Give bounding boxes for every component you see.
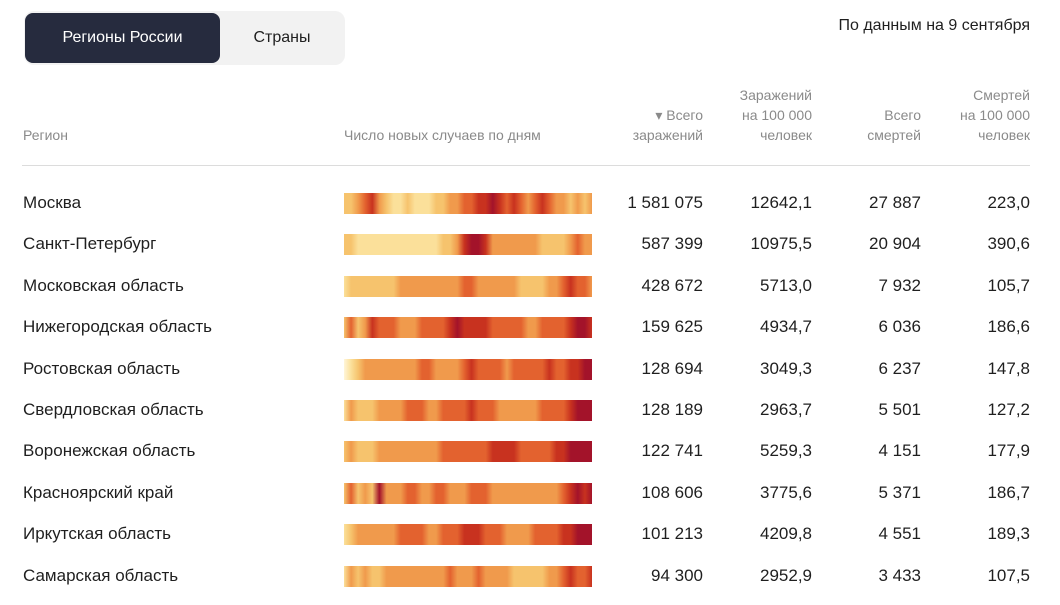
header-total-cases-l1: Всего — [666, 107, 703, 123]
total-deaths-value: 7 932 — [878, 275, 921, 295]
region-name: Воронежская область — [23, 441, 196, 461]
deaths-per-100k-value: 390,6 — [987, 234, 1030, 254]
region-name: Санкт-Петербург — [23, 234, 157, 254]
deaths-per-100k-value: 177,9 — [987, 441, 1030, 461]
header-cases-per-100k[interactable]: Заражений на 100 000 человек — [700, 85, 812, 145]
total-deaths-value: 20 904 — [869, 234, 921, 254]
cases-per-100k-value: 5713,0 — [760, 275, 812, 295]
region-name: Свердловская область — [23, 400, 204, 419]
header-deaths-per-100k-l3: человек — [978, 127, 1030, 143]
total-deaths-value: 5 501 — [878, 400, 921, 419]
total-cases-value: 108 606 — [641, 482, 703, 502]
table-row[interactable]: Красноярский край 108 606 3775,6 5 371 186,7 — [0, 481, 1060, 522]
deaths-per-100k-value: 127,2 — [987, 400, 1030, 419]
deaths-per-100k-value: 107,5 — [987, 565, 1030, 585]
table-row[interactable]: Нижегородская область 159 625 4934,7 6 036 1… — [0, 315, 1060, 356]
total-deaths-value: 4 551 — [878, 524, 921, 544]
header-deaths-per-100k[interactable]: Смертей на 100 000 человек — [920, 85, 1030, 145]
cases-per-100k-value: 2963,7 — [760, 400, 812, 419]
region-name: Москва — [23, 193, 82, 212]
total-deaths-value: 3 433 — [878, 565, 921, 585]
header-divider — [22, 165, 1030, 166]
header-cases-per-100k-l1: Заражений — [739, 87, 812, 103]
tab-russia-regions[interactable]: Регионы России — [25, 13, 220, 63]
table-row[interactable]: Москва 1 581 075 12642,1 27 887 223,0 — [0, 191, 1060, 232]
table-row[interactable]: Свердловская область 128 189 2963,7 5 501 12… — [0, 398, 1060, 439]
region-tabs: Регионы России Страны — [24, 11, 345, 65]
total-deaths-value: 5 371 — [878, 482, 921, 502]
table-row[interactable]: Самарская область 94 300 2952,9 3 433 107,5 — [0, 564, 1060, 605]
header-cases-per-100k-l3: человек — [760, 127, 812, 143]
sort-desc-icon: ▾ — [655, 107, 663, 123]
header-daily-cases: Число новых случаев по дням — [344, 127, 541, 143]
header-deaths-per-100k-l1: Смертей — [973, 87, 1030, 103]
total-cases-value: 159 625 — [641, 317, 703, 337]
header-total-cases-l2: заражений — [632, 127, 703, 143]
table-row[interactable]: Санкт-Петербург 587 399 10975,5 20 904 390,6 — [0, 232, 1060, 273]
daily-cases-heatstrip — [344, 524, 592, 546]
daily-cases-heatstrip — [344, 275, 592, 297]
total-cases-value: 428 672 — [641, 275, 703, 295]
daily-cases-heatstrip — [344, 565, 592, 587]
daily-cases-heatstrip — [344, 234, 592, 256]
total-cases-value: 101 213 — [641, 524, 703, 544]
total-cases-value: 128 694 — [641, 358, 703, 378]
region-name: Нижегородская область — [23, 317, 212, 337]
total-cases-value: 128 189 — [641, 400, 703, 419]
header-total-cases[interactable]: ▾ Всего заражений — [600, 105, 703, 145]
region-name: Ростовская область — [23, 358, 181, 378]
table-row[interactable]: Московская область 428 672 5713,0 7 932 105,… — [0, 274, 1060, 315]
header-region[interactable]: Регион — [23, 127, 68, 143]
total-deaths-value: 6 036 — [878, 317, 921, 337]
deaths-per-100k-value: 186,7 — [987, 482, 1030, 502]
deaths-per-100k-value: 147,8 — [987, 358, 1030, 378]
header-deaths-per-100k-l2: на 100 000 — [959, 107, 1030, 123]
cases-per-100k-value: 3775,6 — [760, 482, 812, 502]
data-date-note: По данным на 9 сентября — [838, 17, 1031, 34]
daily-cases-heatstrip — [344, 317, 592, 339]
total-deaths-value: 27 887 — [869, 193, 921, 212]
total-cases-value: 587 399 — [641, 234, 703, 254]
region-name: Красноярский край — [23, 482, 174, 502]
total-cases-value: 94 300 — [651, 565, 703, 585]
cases-per-100k-value: 3049,3 — [760, 358, 812, 378]
region-name: Иркутская область — [23, 524, 172, 544]
total-deaths-value: 4 151 — [878, 441, 921, 461]
header-total-deaths-l1: Всего — [884, 107, 921, 123]
daily-cases-heatstrip — [344, 482, 592, 504]
table-row[interactable]: Воронежская область 122 741 5259,3 4 151 177… — [0, 439, 1060, 480]
table-row[interactable]: Иркутская область 101 213 4209,8 4 551 189,3 — [0, 522, 1060, 563]
cases-per-100k-value: 4934,7 — [760, 317, 812, 337]
header-cases-per-100k-l2: на 100 000 — [741, 107, 812, 123]
header-total-deaths[interactable]: Всего смертей — [820, 105, 921, 145]
daily-cases-heatstrip — [344, 441, 592, 463]
total-cases-value: 122 741 — [641, 441, 703, 461]
deaths-per-100k-value: 186,6 — [987, 317, 1030, 337]
deaths-per-100k-value: 105,7 — [987, 275, 1030, 295]
deaths-per-100k-value: 223,0 — [987, 193, 1030, 212]
total-cases-value: 1 581 075 — [627, 193, 703, 212]
table-row[interactable]: Ростовская область 128 694 3049,3 6 237 147,… — [0, 357, 1060, 398]
cases-per-100k-value: 12642,1 — [750, 193, 812, 212]
region-name: Московская область — [23, 275, 184, 295]
daily-cases-heatstrip — [344, 193, 592, 214]
cases-per-100k-value: 4209,8 — [760, 524, 812, 544]
tab-countries[interactable]: Страны — [253, 29, 311, 46]
daily-cases-heatstrip — [344, 358, 592, 380]
header-total-deaths-l2: смертей — [867, 127, 921, 143]
cases-per-100k-value: 10975,5 — [750, 234, 812, 254]
cases-per-100k-value: 2952,9 — [760, 565, 812, 585]
cases-per-100k-value: 5259,3 — [760, 441, 812, 461]
deaths-per-100k-value: 189,3 — [987, 524, 1030, 544]
region-name: Самарская область — [23, 565, 179, 585]
daily-cases-heatstrip — [344, 400, 592, 421]
total-deaths-value: 6 237 — [878, 358, 921, 378]
